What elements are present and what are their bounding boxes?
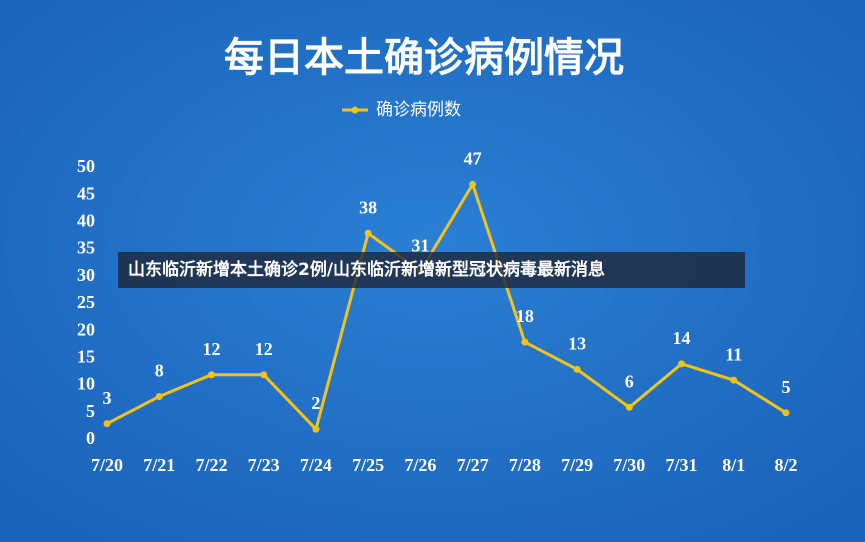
x-tick-label: 7/20 [91, 455, 123, 475]
y-tick-label: 20 [77, 319, 95, 339]
series-line [106, 180, 787, 433]
data-point [260, 371, 268, 379]
x-tick-label: 7/30 [613, 455, 645, 475]
x-tick-label: 8/1 [722, 455, 745, 475]
data-label: 31 [411, 235, 429, 255]
data-point [573, 365, 581, 373]
data-label: 2 [311, 393, 320, 413]
data-label: 8 [155, 361, 164, 381]
y-tick-label: 25 [77, 292, 95, 312]
legend-label: 确诊病例数 [376, 100, 461, 120]
data-label: 12 [255, 339, 273, 359]
y-tick-label: 10 [77, 374, 95, 394]
data-label: 14 [673, 328, 691, 348]
x-tick-label: 7/25 [352, 455, 384, 475]
banner-background [118, 252, 745, 288]
data-label: 47 [464, 148, 482, 168]
y-tick-label: 40 [77, 211, 95, 231]
y-tick-label: 45 [77, 183, 95, 203]
y-tick-label: 15 [77, 347, 95, 367]
data-point [625, 403, 633, 411]
banner-text: 山东临沂新增本土确诊2例/山东临沂新增新型冠状病毒最新消息 [128, 259, 605, 280]
data-label: 3 [103, 388, 112, 408]
y-tick-label: 35 [77, 238, 95, 258]
data-point [730, 376, 738, 384]
y-tick-label: 30 [77, 265, 95, 285]
chart-title: 每日本土确诊病例情况 [224, 35, 624, 81]
data-point [207, 371, 215, 379]
data-label: 38 [359, 197, 377, 217]
y-tick-label: 0 [86, 428, 95, 448]
data-point [103, 420, 111, 428]
x-tick-label: 7/31 [666, 455, 698, 475]
x-tick-label: 7/28 [509, 455, 541, 475]
data-label: 13 [568, 333, 586, 353]
data-label: 11 [725, 344, 742, 364]
y-tick-label: 50 [77, 156, 95, 176]
data-point [469, 180, 477, 188]
data-point [782, 409, 790, 417]
data-label: 6 [625, 371, 634, 391]
x-tick-label: 7/21 [143, 455, 175, 475]
data-label: 12 [202, 339, 220, 359]
x-tick-label: 7/26 [404, 455, 436, 475]
x-tick-label: 7/22 [195, 455, 227, 475]
data-point [678, 360, 686, 368]
data-point [312, 425, 320, 433]
x-tick-label: 7/23 [248, 455, 280, 475]
data-point [521, 338, 529, 346]
legend-marker [351, 106, 359, 114]
x-tick-label: 7/27 [457, 455, 489, 475]
data-label: 5 [782, 377, 791, 397]
data-label: 18 [516, 306, 534, 326]
x-tick-label: 7/29 [561, 455, 593, 475]
y-tick-label: 5 [86, 401, 95, 421]
x-tick-label: 8/2 [774, 455, 797, 475]
x-tick-label: 7/24 [300, 455, 332, 475]
data-point [364, 229, 372, 237]
data-point [155, 392, 163, 400]
